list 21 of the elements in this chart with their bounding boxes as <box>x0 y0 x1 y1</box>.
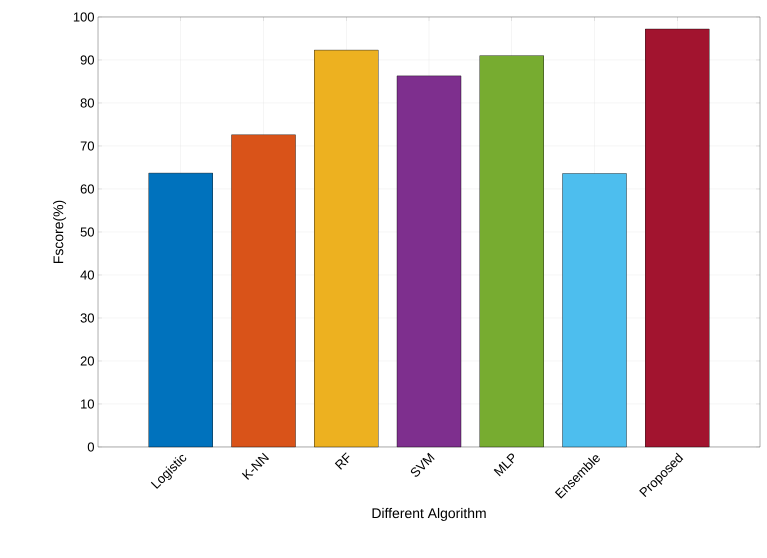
bar <box>314 50 378 448</box>
bar <box>396 76 462 448</box>
y-tick-label: 50 <box>80 227 94 237</box>
y-tick-label: 70 <box>80 141 94 151</box>
x-tick-label: RF <box>334 452 350 470</box>
x-axis-title: Different Algorithm <box>372 508 486 521</box>
y-tick-label: 0 <box>88 442 94 452</box>
y-tick-label: 20 <box>80 356 94 366</box>
y-tick-label: 30 <box>80 313 94 323</box>
bar <box>480 55 544 448</box>
y-tick-label: 90 <box>80 55 94 65</box>
y-axis-title: Fscore(%) <box>53 200 66 263</box>
bar <box>562 173 627 448</box>
bar <box>645 28 710 448</box>
y-tick-label: 80 <box>80 98 94 108</box>
y-tick-label: 40 <box>80 270 94 280</box>
y-tick-label: 100 <box>74 12 94 22</box>
y-tick-label: 60 <box>80 184 94 194</box>
bar <box>148 172 213 448</box>
bar <box>231 134 296 448</box>
y-tick-label: 10 <box>81 399 94 409</box>
